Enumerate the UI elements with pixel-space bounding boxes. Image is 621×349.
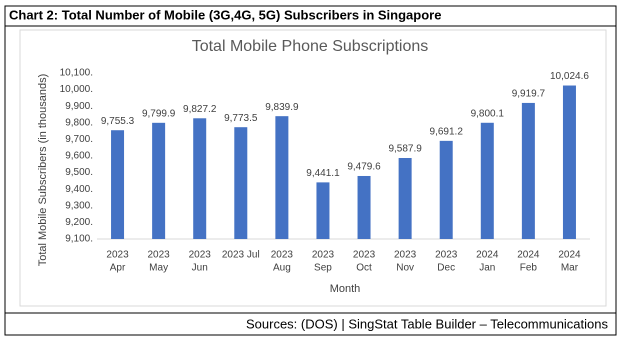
x-tick-label: 2023 bbox=[189, 250, 212, 261]
bar bbox=[562, 85, 576, 239]
bar bbox=[316, 182, 330, 239]
bar bbox=[357, 175, 371, 239]
data-label: 9,441.1 bbox=[306, 168, 340, 179]
y-tick-label: 9,800. bbox=[65, 117, 93, 128]
x-tick-label: Oct bbox=[356, 263, 372, 274]
data-label: 9,755.3 bbox=[101, 116, 135, 127]
x-tick-label: Jun bbox=[192, 263, 208, 274]
y-tick-label: 9,600. bbox=[65, 151, 93, 162]
x-tick-label: May bbox=[149, 263, 168, 274]
x-tick-label: Nov bbox=[396, 263, 414, 274]
y-tick-label: 9,300. bbox=[65, 200, 93, 211]
y-tick-label: 9,700. bbox=[65, 134, 93, 145]
frame bbox=[4, 5, 617, 336]
y-tick-label: 9,400. bbox=[65, 184, 93, 195]
x-tick-label: Dec bbox=[437, 263, 455, 274]
data-label: 9,773.5 bbox=[224, 113, 258, 124]
bar bbox=[275, 116, 289, 239]
y-tick-label: 9,900. bbox=[65, 101, 93, 112]
data-label: 9,919.7 bbox=[512, 89, 546, 100]
x-tick-label: 2023 bbox=[312, 250, 335, 261]
header-title: Chart 2: Total Number of Mobile (3G,4G, … bbox=[9, 7, 441, 22]
y-tick-label: 10,000. bbox=[60, 84, 93, 95]
data-label: 9,799.9 bbox=[142, 108, 176, 119]
x-tick-label: 2023 bbox=[394, 250, 417, 261]
data-label: 9,691.2 bbox=[430, 127, 464, 138]
data-label: 10,024.6 bbox=[550, 71, 589, 82]
data-label: 9,839.9 bbox=[265, 102, 299, 113]
x-tick-label: Aug bbox=[273, 263, 291, 274]
x-tick-label: 2023 Jul bbox=[222, 250, 260, 261]
bar bbox=[439, 140, 453, 239]
bar bbox=[152, 122, 166, 239]
data-label: 9,587.9 bbox=[388, 144, 422, 155]
x-tick-label: 2023 bbox=[353, 250, 376, 261]
source: Sources: (DOS) | SingStat Table Builder … bbox=[246, 316, 609, 331]
x-tick-label: 2023 bbox=[148, 250, 171, 261]
x-tick-label: Apr bbox=[110, 263, 126, 274]
x-axis-label: Month bbox=[330, 283, 361, 295]
x-tick-label: 2024 bbox=[476, 250, 499, 261]
x-tick-label: Jan bbox=[479, 263, 495, 274]
y-axis-label: Total Mobile Subscribers (in thousands) bbox=[37, 74, 49, 267]
y-tick-label: 9,100. bbox=[65, 234, 93, 245]
bar bbox=[234, 127, 248, 239]
x-tick-label: 2023 bbox=[271, 250, 294, 261]
data-label: 9,827.2 bbox=[183, 104, 217, 115]
x-tick-label: 2024 bbox=[558, 250, 581, 261]
x-tick-label: 2023 bbox=[435, 250, 458, 261]
x-tick-label: 2024 bbox=[517, 250, 540, 261]
bar bbox=[193, 118, 207, 239]
x-tick-label: Feb bbox=[520, 263, 538, 274]
data-label: 9,479.6 bbox=[347, 162, 381, 173]
bar bbox=[480, 122, 494, 239]
y-tick-label: 9,200. bbox=[65, 217, 93, 228]
y-tick-label: 9,500. bbox=[65, 167, 93, 178]
bar bbox=[111, 130, 125, 239]
chart-title: Total Mobile Phone Subscriptions bbox=[192, 38, 429, 55]
data-label: 9,800.1 bbox=[471, 108, 505, 119]
x-tick-label: 2023 bbox=[106, 250, 129, 261]
x-tick-label: Mar bbox=[561, 263, 579, 274]
bar bbox=[398, 158, 412, 239]
bar bbox=[521, 102, 535, 239]
y-tick-label: 10,100. bbox=[60, 68, 93, 79]
x-tick-label: Sep bbox=[314, 263, 332, 274]
